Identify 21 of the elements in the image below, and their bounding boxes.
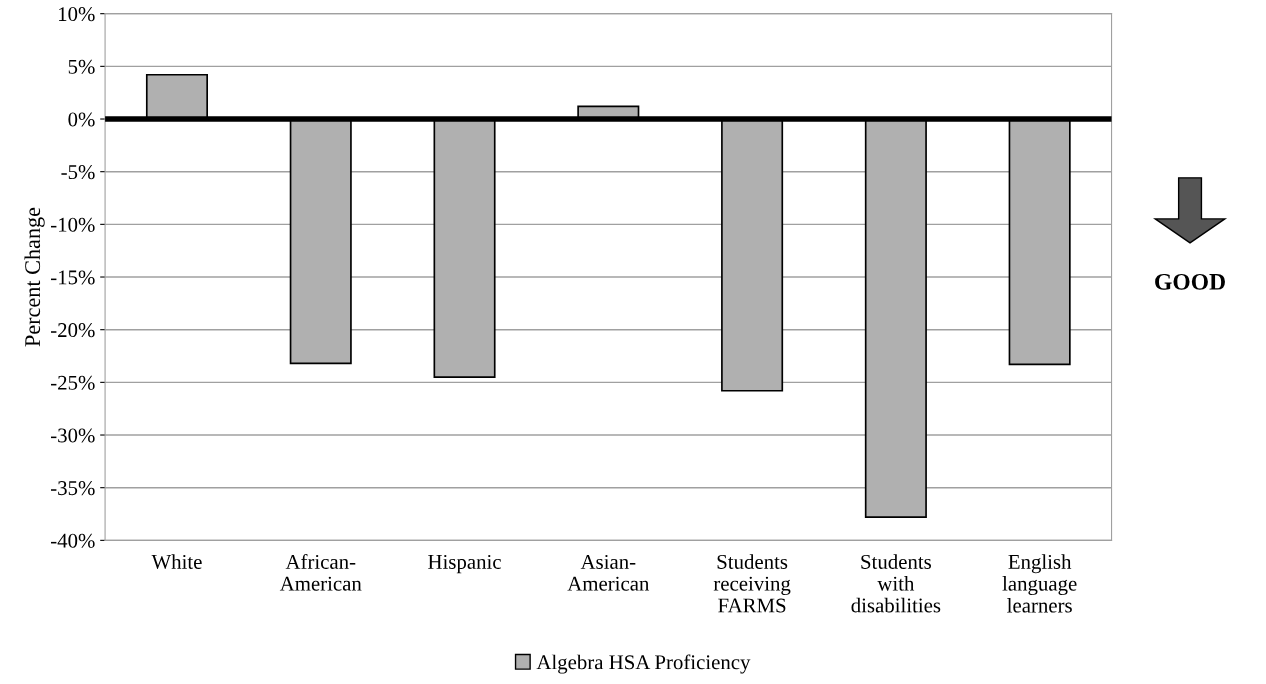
x-tick-label: African- American	[279, 554, 362, 591]
x-tick-label: Hispanic	[428, 554, 501, 574]
legend-label: Algebra HSA Proficiency	[536, 654, 751, 674]
x-tick-label: English language learners	[1002, 554, 1077, 613]
y-tick-label: -15%	[51, 270, 95, 285]
x-tick-label: Students receiving FARMS	[713, 554, 791, 613]
y-tick-label: -40%	[51, 533, 95, 548]
y-tick-label: 5%	[68, 59, 95, 74]
y-tick-label: -35%	[51, 481, 95, 496]
x-tick-label: Students with disabilities	[851, 554, 941, 613]
y-tick-label: -5%	[61, 165, 95, 180]
y-axis-title: Percent Change	[24, 207, 45, 347]
y-tick-label: -25%	[51, 375, 95, 390]
text: GOOD	[1155, 273, 1225, 290]
y-tick-label: -10%	[51, 217, 95, 232]
y-tick-label: 10%	[59, 7, 95, 22]
y-tick-label: -20%	[51, 323, 95, 338]
x-tick-label: White	[151, 554, 202, 570]
x-tick-label: Asian- American	[567, 554, 650, 591]
y-tick-label: -30%	[51, 428, 95, 443]
y-tick-label: 0%	[68, 112, 95, 127]
